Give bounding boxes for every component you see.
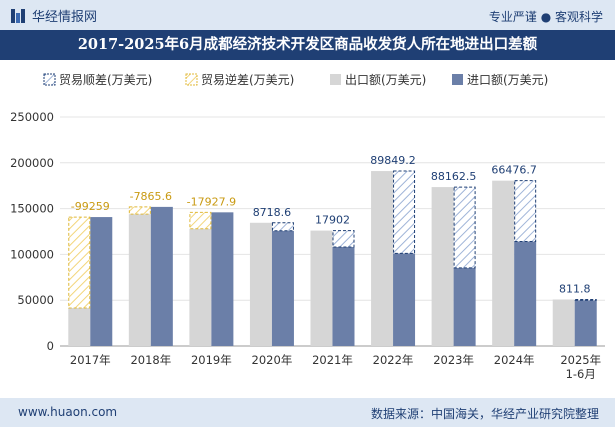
x-tick-label: 2024年 bbox=[494, 353, 535, 367]
chart-title: 2017-2025年6月成都经济技术开发区商品收发货人所在地进出口差额 bbox=[77, 36, 538, 53]
x-tick-label: 2017年 bbox=[70, 353, 111, 367]
deficit-bar bbox=[189, 211, 212, 230]
y-tick-label: 250000 bbox=[10, 110, 54, 124]
export-bar bbox=[371, 171, 394, 346]
export-bar bbox=[492, 180, 515, 346]
legend-label: 进口额(万美元) bbox=[467, 73, 548, 87]
data-label: 88162.5 bbox=[431, 170, 477, 183]
x-tick-label-line2: 1-6月 bbox=[566, 367, 596, 381]
data-label: 811.8 bbox=[559, 282, 591, 295]
legend: 贸易顺差(万美元) 贸易逆差(万美元) 出口额(万美元) 进口额(万美元) bbox=[43, 72, 548, 87]
export-bar bbox=[128, 214, 151, 346]
surplus-bar bbox=[453, 186, 476, 269]
brand-logo-icon bbox=[11, 8, 25, 23]
brand: 华经情报网 bbox=[10, 6, 97, 25]
import-bar bbox=[453, 267, 476, 346]
y-tick-label: 200000 bbox=[10, 156, 54, 170]
import-bar bbox=[393, 253, 416, 346]
data-label: 8718.6 bbox=[253, 206, 292, 219]
x-tick-label: 2022年 bbox=[373, 353, 414, 367]
site-url: www.huaon.com bbox=[18, 405, 118, 419]
x-tick-label: 2023年 bbox=[433, 353, 474, 367]
x-axis: 2017年 2018年 2019年 2020年 2021年 2022年 2023年 2024年… bbox=[70, 353, 601, 381]
bars bbox=[68, 170, 597, 346]
y-tick-label: 50000 bbox=[17, 293, 54, 307]
y-axis: 0 50000 100000 150000 200000 250000 bbox=[10, 110, 54, 353]
top-bar: 华经情报网 专业严谨 ● 客观科学 bbox=[0, 0, 615, 30]
deficit-bar bbox=[128, 206, 151, 215]
surplus-bar bbox=[514, 180, 537, 243]
legend-label: 出口额(万美元) bbox=[345, 73, 426, 87]
x-tick-label: 2025年 bbox=[560, 353, 601, 367]
export-bar bbox=[249, 222, 272, 346]
chart-area: 0 50000 100000 150000 200000 250000 -99259 -78… bbox=[10, 72, 605, 381]
x-tick-label: 2018年 bbox=[130, 353, 171, 367]
export-bar bbox=[552, 299, 575, 346]
surplus-bar bbox=[332, 230, 355, 248]
data-label: -99259 bbox=[71, 200, 110, 213]
export-bar bbox=[189, 228, 212, 346]
legend-swatch bbox=[330, 74, 341, 85]
export-bar bbox=[431, 187, 454, 346]
data-label: 66476.7 bbox=[491, 164, 537, 177]
data-label: -17927.9 bbox=[187, 195, 236, 208]
tagline: 专业严谨 ● 客观科学 bbox=[488, 10, 603, 24]
surplus-bar bbox=[393, 170, 416, 254]
import-bar bbox=[150, 206, 173, 346]
import-bar bbox=[271, 230, 294, 346]
legend-swatch bbox=[185, 73, 198, 86]
y-tick-label: 0 bbox=[47, 339, 54, 353]
brand-name: 华经情报网 bbox=[32, 10, 98, 25]
export-bar bbox=[68, 307, 91, 346]
import-bar bbox=[90, 217, 113, 346]
legend-swatch bbox=[43, 73, 56, 86]
data-label: -7865.6 bbox=[130, 190, 172, 203]
x-tick-label: 2019年 bbox=[191, 353, 232, 367]
y-tick-label: 150000 bbox=[10, 202, 54, 216]
data-source: 数据来源：中国海关，华经产业研究院整理 bbox=[370, 407, 599, 421]
legend-swatch bbox=[452, 74, 463, 85]
legend-label: 贸易逆差(万美元) bbox=[201, 72, 294, 87]
data-label: 17902 bbox=[315, 214, 350, 227]
import-bar bbox=[211, 212, 234, 346]
import-bar bbox=[514, 241, 537, 346]
title-bar: 2017-2025年6月成都经济技术开发区商品收发货人所在地进出口差额 bbox=[0, 30, 615, 60]
data-labels: -99259 -7865.6 -17927.9 8718.6 17902 89849.2 8… bbox=[71, 154, 591, 295]
surplus-bar bbox=[271, 222, 294, 232]
legend-label: 贸易顺差(万美元) bbox=[59, 73, 152, 87]
x-tick-label: 2020年 bbox=[252, 353, 293, 367]
import-bar bbox=[332, 246, 355, 346]
import-bar bbox=[574, 300, 597, 346]
footer-bar: www.huaon.com 数据来源：中国海关，华经产业研究院整理 bbox=[0, 398, 615, 427]
surplus-bar bbox=[574, 298, 597, 301]
y-tick-label: 100000 bbox=[10, 247, 54, 261]
export-bar bbox=[310, 230, 333, 346]
x-tick-label: 2021年 bbox=[312, 353, 353, 367]
deficit-bar bbox=[68, 216, 91, 309]
data-label: 89849.2 bbox=[370, 154, 416, 167]
